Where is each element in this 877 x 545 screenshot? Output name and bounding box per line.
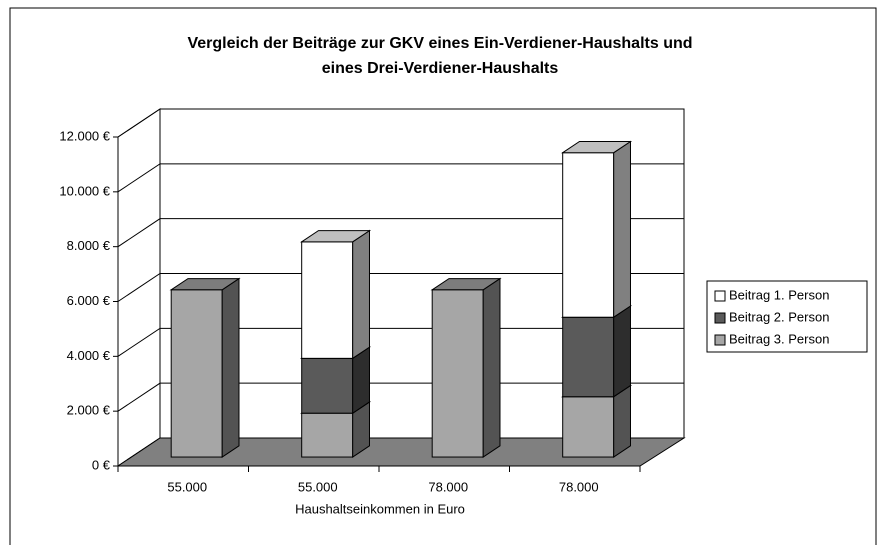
legend-label: Beitrag 3. Person xyxy=(729,331,829,346)
x-tick-label: 55.000 xyxy=(298,479,338,494)
grid-line xyxy=(117,382,684,412)
bar-segment xyxy=(301,357,354,414)
bar-segment xyxy=(562,396,615,458)
y-tick-label: 0 € xyxy=(92,457,111,472)
legend-box xyxy=(706,280,868,353)
y-tick-label: 4.000 € xyxy=(67,348,111,363)
y-tick-label: 6.000 € xyxy=(67,293,111,308)
legend-label: Beitrag 1. Person xyxy=(729,287,829,302)
bar-segment xyxy=(431,289,484,458)
bar-top xyxy=(169,278,241,291)
grid-line xyxy=(117,218,684,248)
chart-title: Vergleich der Beiträge zur GKV eines Ein… xyxy=(187,35,692,52)
legend-swatch xyxy=(714,312,726,324)
legend-label: Beitrag 2. Person xyxy=(729,309,829,324)
grid-line xyxy=(117,273,684,302)
bar-segment xyxy=(301,241,354,359)
bar-side xyxy=(482,277,501,458)
y-tick-label: 12.000 € xyxy=(59,128,110,143)
x-axis-label: Haushaltseinkommen in Euro xyxy=(295,501,465,516)
bar-side xyxy=(613,140,631,319)
x-tick-label: 78.000 xyxy=(428,479,468,494)
legend-swatch xyxy=(714,290,726,302)
x-tick-label: 55.000 xyxy=(167,479,207,494)
bar-segment xyxy=(301,412,354,458)
bar-top xyxy=(430,278,502,291)
x-tick-label: 78.000 xyxy=(559,479,599,494)
bar-side xyxy=(221,277,240,458)
bar-segment xyxy=(562,316,615,398)
grid-line xyxy=(117,327,684,357)
chart-title-line2: eines Drei-Verdiener-Haushalts xyxy=(322,60,559,77)
bar-segment xyxy=(562,152,615,318)
bar-side xyxy=(613,384,631,458)
grid-line xyxy=(117,163,684,193)
grid-line xyxy=(117,108,684,138)
bar-side xyxy=(613,305,631,398)
legend-swatch xyxy=(714,334,726,346)
bar-top xyxy=(300,230,372,243)
y-tick-label: 10.000 € xyxy=(59,183,110,198)
bar-segment xyxy=(170,289,223,458)
y-tick-label: 8.000 € xyxy=(67,238,111,253)
y-tick-label: 2.000 € xyxy=(67,403,111,418)
bar-top xyxy=(561,141,633,154)
bar-side xyxy=(352,229,370,360)
